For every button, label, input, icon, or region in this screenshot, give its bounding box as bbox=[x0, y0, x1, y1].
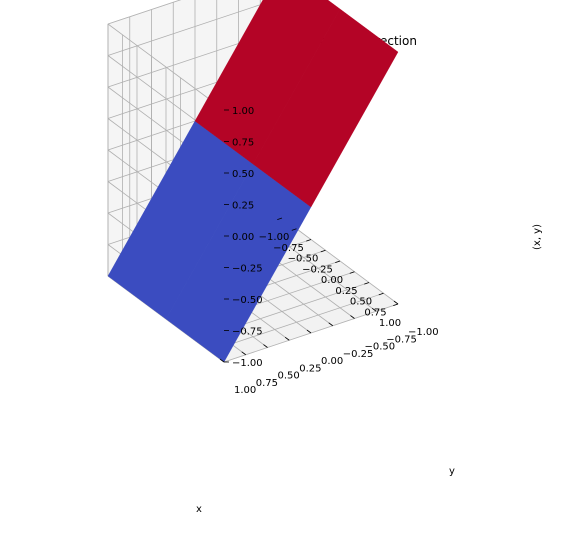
grid-line bbox=[107, 0, 182, 25]
x-tick-mark bbox=[349, 271, 355, 274]
x-tick-mark bbox=[335, 260, 341, 263]
z-tick-label: −0.25 bbox=[232, 264, 263, 275]
y-tick-mark bbox=[328, 322, 333, 327]
y-tick-mark bbox=[284, 336, 290, 341]
x-axis-label: x bbox=[196, 504, 202, 515]
x-tick-mark bbox=[364, 282, 370, 285]
grid-line bbox=[107, 23, 225, 111]
z-tick-label: 1.00 bbox=[232, 106, 254, 117]
x-tick-label: 1.00 bbox=[379, 318, 401, 329]
x-tick-label: −1.00 bbox=[259, 232, 290, 243]
x-tick-label: 0.50 bbox=[350, 297, 372, 308]
y-tick-mark bbox=[393, 300, 399, 305]
z-tick-label: −0.75 bbox=[232, 327, 263, 338]
x-tick-mark bbox=[320, 249, 326, 253]
y-tick-mark bbox=[263, 344, 268, 348]
x-tick-mark bbox=[291, 228, 297, 231]
y-tick-label: 0.75 bbox=[256, 378, 278, 389]
z-axis-label: (x, y) bbox=[532, 224, 543, 250]
y-tick-label: −0.25 bbox=[343, 349, 374, 360]
y-tick-label: 1.00 bbox=[234, 385, 256, 396]
y-tick-mark bbox=[219, 358, 225, 363]
y-axis-label: y bbox=[449, 466, 455, 477]
y-tick-mark bbox=[371, 307, 377, 312]
x-tick-label: 0.25 bbox=[335, 286, 357, 297]
z-tick-label: 0.25 bbox=[232, 201, 254, 212]
x-tick-mark bbox=[378, 292, 384, 296]
y-tick-mark bbox=[306, 329, 312, 334]
y-tick-label: 0.25 bbox=[299, 363, 321, 374]
x-tick-label: −0.25 bbox=[302, 264, 333, 275]
axis-ticks: −1.00−0.75−0.50−0.250.000.250.500.751.00… bbox=[219, 106, 439, 396]
x-tick-label: 0.00 bbox=[321, 275, 343, 286]
y-tick-label: 0.00 bbox=[321, 356, 343, 367]
y-tick-mark bbox=[241, 351, 246, 356]
x-tick-label: −0.75 bbox=[273, 243, 304, 254]
x-tick-label: 0.75 bbox=[364, 307, 386, 318]
y-tick-label: −0.75 bbox=[386, 334, 417, 345]
x-tick-mark bbox=[306, 239, 312, 242]
x-tick-mark bbox=[277, 217, 283, 220]
y-tick-mark bbox=[350, 315, 355, 319]
x-tick-label: −0.50 bbox=[288, 254, 319, 265]
z-tick-label: 0.00 bbox=[232, 232, 254, 243]
x-tick-mark bbox=[393, 303, 399, 306]
surface-patch bbox=[252, 8, 399, 208]
y-tick-label: −0.50 bbox=[365, 342, 396, 353]
grid-line bbox=[209, 292, 384, 352]
y-tick-label: −1.00 bbox=[408, 327, 439, 338]
z-tick-label: −1.00 bbox=[232, 358, 263, 369]
y-tick-label: 0.50 bbox=[278, 371, 300, 382]
z-tick-label: 0.75 bbox=[232, 138, 254, 149]
z-tick-label: −0.50 bbox=[232, 295, 263, 306]
surface-patches bbox=[107, 0, 399, 363]
z-tick-label: 0.50 bbox=[232, 169, 254, 180]
